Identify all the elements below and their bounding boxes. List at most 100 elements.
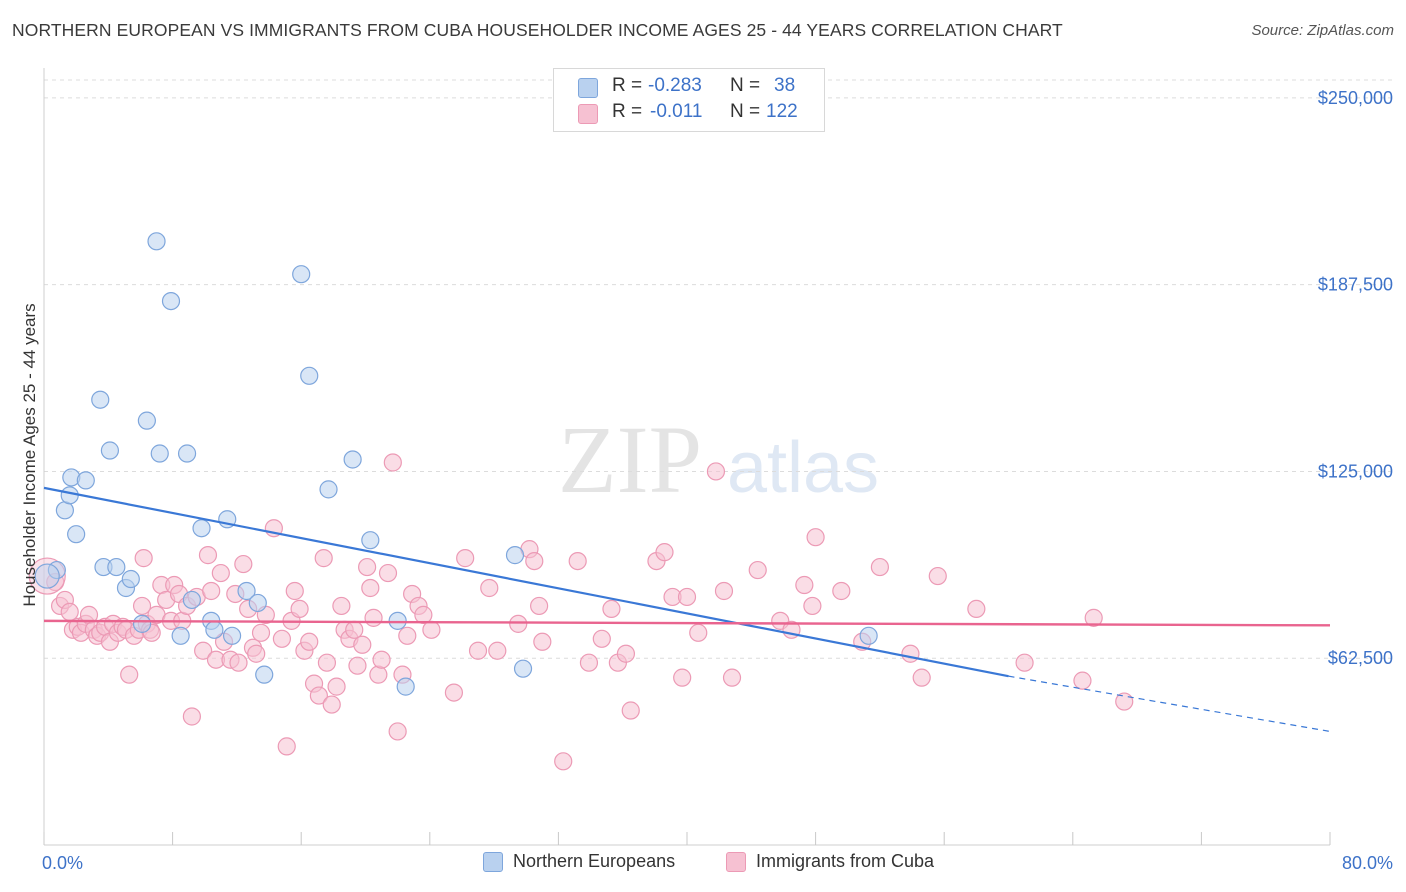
correlation-legend: R = -0.283 N = 38 R = -0.011 N = 122 — [553, 68, 825, 132]
cuba-point — [251, 623, 271, 642]
cuba-point — [1073, 671, 1092, 690]
cuba-point — [332, 596, 351, 616]
cuba-point — [706, 462, 726, 481]
northern-european-point — [150, 444, 169, 463]
cuba-point — [456, 549, 475, 568]
cuba-point — [722, 668, 742, 687]
watermark-zip: ZIP — [558, 406, 702, 513]
northern-european-point — [192, 519, 211, 538]
northern-european-point — [859, 626, 878, 645]
legend-swatch-blue — [578, 78, 598, 98]
northern-european-point — [182, 590, 201, 610]
cuba-point — [327, 677, 346, 696]
cuba-point — [621, 701, 640, 720]
legend-r-label: R = — [612, 101, 643, 122]
cuba-point — [309, 686, 328, 705]
cuba-point — [345, 620, 364, 639]
cuba-point — [247, 644, 266, 663]
northern-european-point — [137, 411, 156, 430]
cuba-point — [677, 587, 697, 607]
cuba-point — [300, 632, 319, 651]
cuba-point — [444, 683, 464, 702]
y-tick-label: $250,000 — [1318, 88, 1393, 108]
zipatlas-watermark: ZIP atlas — [558, 406, 879, 513]
cuba-point — [134, 549, 153, 568]
cuba-point — [488, 641, 507, 660]
watermark-atlas: atlas — [727, 428, 879, 508]
cuba-point — [272, 629, 292, 648]
northern-european-point — [67, 525, 86, 544]
source-credit: Source: ZipAtlas.com — [1251, 22, 1394, 39]
legend-item-cuba: Immigrants from Cuba — [726, 851, 934, 872]
y-axis-label: Householder Income Ages 25 - 44 years — [20, 303, 39, 606]
cuba-point — [317, 653, 337, 672]
cuba-point — [348, 656, 367, 675]
cuba-point — [211, 563, 230, 583]
northern-european-trend-extension — [1008, 675, 1331, 733]
legend-item-northern-europeans: Northern Europeans — [483, 851, 675, 872]
cuba-point — [554, 752, 573, 771]
cuba-point — [182, 707, 201, 726]
cuba-point — [358, 557, 377, 577]
northern-european-point — [107, 557, 126, 577]
cuba-point — [234, 554, 253, 574]
axis-labels: $62,500 $125,000 $187,500 $250,000 0.0% 80.0%… — [20, 88, 1393, 873]
cuba-point — [322, 695, 341, 714]
y-tick-label: $187,500 — [1318, 275, 1393, 295]
cuba-point — [673, 668, 692, 687]
cuba-point — [372, 650, 391, 669]
northern-european-point — [292, 265, 311, 284]
cuba-point — [414, 605, 433, 624]
northern-european-point — [121, 569, 140, 589]
cuba-point — [616, 644, 636, 663]
cuba-point — [832, 581, 851, 601]
legend-r-value: -0.011 — [650, 101, 703, 122]
northern-european-point — [161, 292, 181, 311]
cuba-point — [361, 578, 380, 598]
cuba-point — [1015, 653, 1034, 672]
cuba-point — [277, 737, 296, 756]
cuba-point — [525, 551, 544, 571]
northern-european-point — [177, 444, 197, 463]
axes — [43, 68, 1331, 846]
cuba-point — [383, 453, 402, 472]
northern-european-points — [34, 232, 878, 696]
cuba-point — [928, 566, 947, 586]
cuba-point — [806, 528, 825, 547]
trend-lines — [43, 486, 1331, 733]
northern-european-point — [388, 611, 407, 630]
northern-european-point — [513, 659, 533, 678]
chart-title: NORTHERN EUROPEAN VS IMMIGRANTS FROM CUB… — [12, 20, 1063, 40]
cuba-point — [1084, 608, 1103, 627]
legend-n-value: 122 — [766, 101, 798, 122]
cuba-point — [967, 599, 986, 619]
cuba-point — [422, 620, 441, 639]
cuba-point — [60, 602, 79, 622]
cuba-point — [602, 599, 621, 619]
legend-row-northern-european: R = -0.283 N = 38 — [554, 75, 824, 101]
northern-european-trend-line — [43, 486, 1009, 678]
cuba-point — [229, 653, 248, 672]
cuba-point — [592, 629, 611, 648]
cuba-point — [388, 722, 407, 741]
northern-european-point — [76, 471, 95, 490]
x-tick-label-max: 80.0% — [1342, 853, 1393, 873]
cuba-point — [369, 665, 388, 684]
northern-european-point — [396, 677, 415, 696]
cuba-point — [655, 543, 674, 562]
cuba-point — [533, 632, 552, 651]
legend-n-label: N = — [730, 75, 761, 96]
cuba-point — [568, 551, 587, 571]
legend-swatch-blue — [483, 851, 503, 872]
cuba-point — [870, 557, 890, 577]
northern-european-point — [319, 480, 338, 499]
northern-european-point — [132, 614, 152, 633]
northern-european-point — [91, 390, 110, 409]
cuba-point — [202, 581, 221, 601]
cuba-point — [353, 635, 372, 654]
northern-european-point — [222, 626, 242, 645]
cuba-point — [198, 546, 218, 565]
legend-n-value: 38 — [774, 75, 796, 96]
northern-european-point — [60, 486, 79, 505]
